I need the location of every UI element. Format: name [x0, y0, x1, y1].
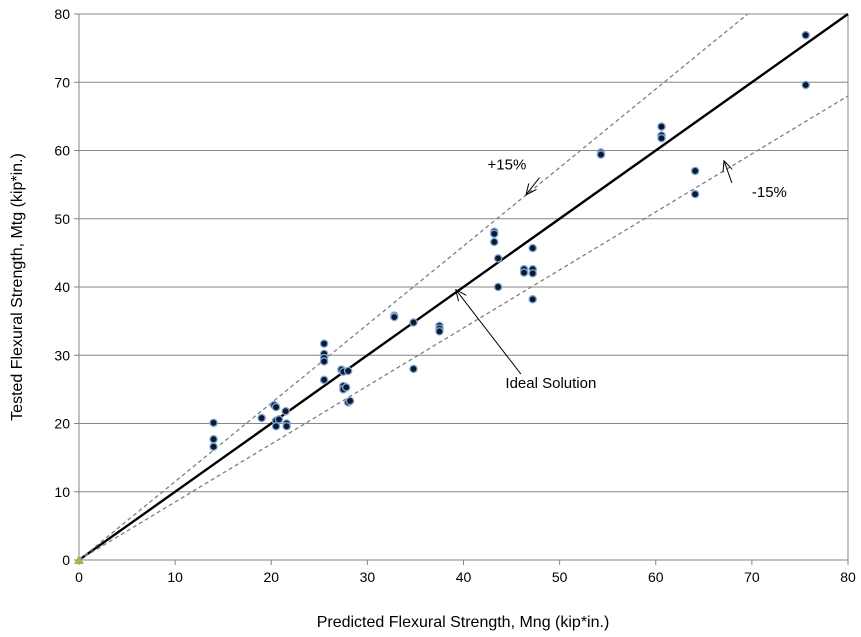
data-point	[345, 396, 355, 406]
data-point	[271, 402, 281, 412]
data-point	[209, 418, 218, 428]
data-point	[801, 30, 810, 40]
data-point	[528, 295, 537, 304]
y-tick-label: 60	[54, 143, 70, 159]
data-point	[490, 237, 499, 247]
annotation-label: +15%	[488, 157, 527, 174]
y-tick-label: 30	[54, 347, 70, 363]
data-point	[690, 189, 700, 199]
data-point	[319, 357, 329, 366]
data-point	[409, 318, 418, 327]
x-tick-label: 50	[552, 569, 568, 585]
x-tick-label: 20	[263, 569, 279, 585]
data-point	[390, 312, 399, 322]
data-point	[490, 229, 499, 239]
y-tick-label: 0	[62, 552, 70, 568]
x-tick-label: 0	[75, 569, 83, 585]
data-points	[74, 30, 810, 564]
y-tick-labels: 0 10 20 30 40 50 60 70 80	[54, 6, 70, 568]
x-tick-labels: 0 10 20 30 40 50 60 70 80	[75, 569, 856, 585]
data-point	[257, 413, 266, 423]
data-point	[274, 415, 284, 424]
data-point	[209, 434, 218, 444]
data-point	[209, 442, 218, 451]
data-point-origin	[74, 555, 84, 564]
data-point	[319, 375, 329, 385]
data-point	[690, 166, 700, 176]
data-point	[596, 150, 606, 159]
data-point	[319, 339, 329, 348]
y-tick-label: 80	[54, 6, 70, 22]
data-point	[271, 421, 281, 431]
data-point	[343, 366, 353, 376]
x-tick-label: 10	[167, 569, 183, 585]
data-point	[528, 269, 537, 278]
x-tick-label: 80	[840, 569, 856, 585]
data-point	[657, 122, 666, 131]
data-point	[493, 282, 503, 292]
y-axis-title: Tested Flexural Strength, Mtg (kip*in.)	[9, 153, 26, 421]
annotations: +15% -15% Ideal Solution	[456, 157, 787, 392]
x-tick-label: 40	[456, 569, 472, 585]
data-point	[435, 327, 444, 336]
annotation-label: Ideal Solution	[505, 375, 596, 392]
upper-line	[78, 13, 749, 561]
y-tick-label: 20	[54, 416, 70, 432]
data-point	[282, 421, 291, 431]
x-tick-label: 70	[744, 569, 760, 585]
reference-lines	[78, 13, 849, 561]
x-tick-label: 30	[360, 569, 376, 585]
data-point	[528, 243, 537, 253]
annotation-arrow	[526, 177, 540, 195]
gridlines	[79, 13, 848, 493]
data-point	[281, 406, 290, 416]
x-tick-label: 60	[648, 569, 664, 585]
data-point	[341, 383, 351, 392]
annotation-label: -15%	[752, 184, 787, 201]
x-axis-title: Predicted Flexural Strength, Mng (kip*in…	[317, 614, 610, 631]
y-tick-label: 40	[54, 279, 70, 295]
data-point	[801, 80, 810, 90]
y-tick-label: 10	[54, 484, 70, 500]
lower-line	[78, 95, 849, 561]
data-point	[519, 268, 529, 277]
ideal-line	[78, 13, 849, 561]
annotation-arrow	[724, 161, 732, 184]
axes	[74, 13, 849, 565]
y-tick-label: 70	[54, 74, 70, 90]
data-point	[493, 254, 503, 263]
annotation-arrow	[456, 290, 522, 375]
data-point	[409, 364, 418, 374]
data-point	[657, 133, 666, 143]
y-tick-label: 50	[54, 211, 70, 227]
